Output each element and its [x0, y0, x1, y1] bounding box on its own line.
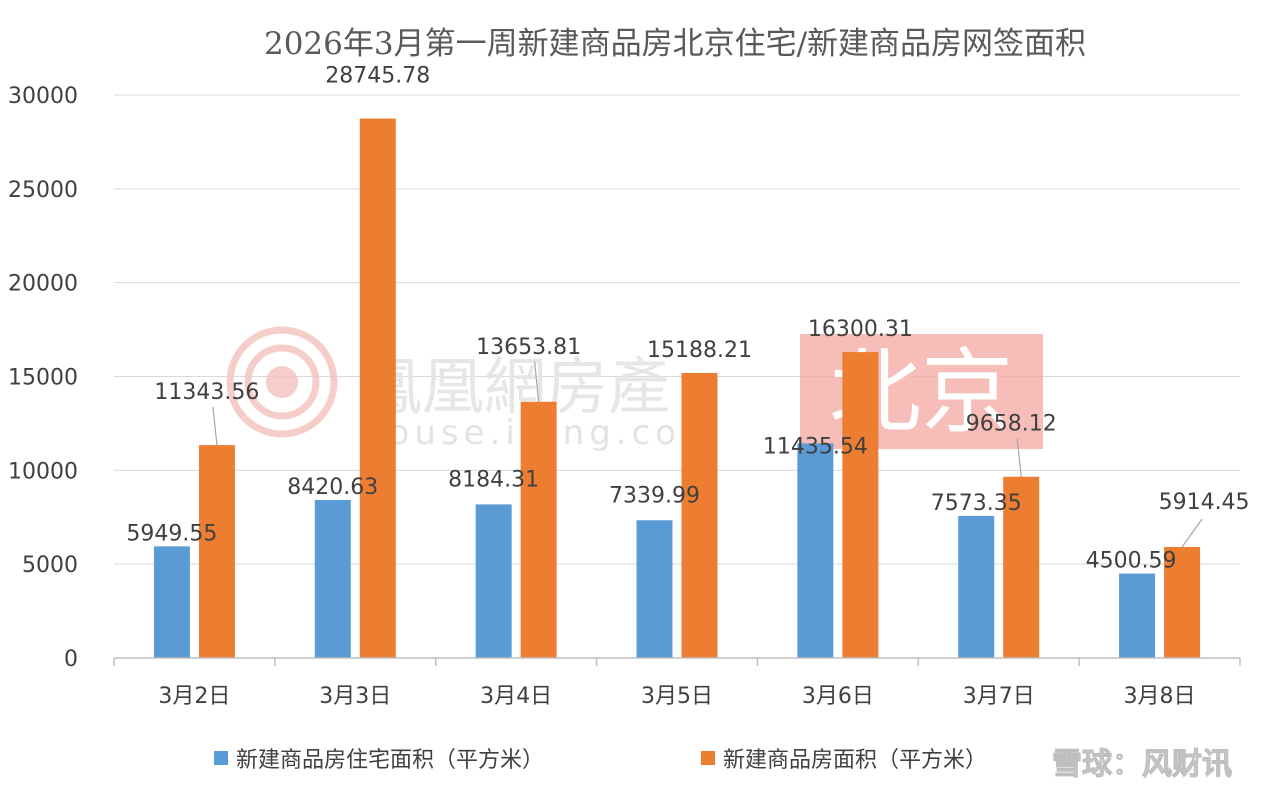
leader-line	[1181, 518, 1203, 548]
data-label-total-6: 5914.45	[1159, 490, 1250, 515]
data-label-total-0: 11343.56	[154, 380, 259, 405]
data-label-residential-0: 5949.55	[126, 521, 217, 546]
bar-total-0[interactable]	[198, 445, 235, 658]
chart-title: 2026年3月第一周新建商品房北京住宅/新建商品房网签面积	[264, 26, 1086, 62]
legend-item-total[interactable]: 新建商品房面积（平方米）	[701, 748, 987, 773]
data-label-total-2: 13653.81	[476, 335, 581, 360]
data-label-total-1: 28745.78	[325, 64, 430, 89]
y-tick-label: 30000	[8, 84, 78, 109]
bar-total-1[interactable]	[359, 118, 396, 658]
bar-total-2[interactable]	[520, 401, 557, 658]
legend[interactable]: 新建商品房住宅面积（平方米） 新建商品房面积（平方米）	[214, 748, 987, 773]
watermark-credit: 雪球：风财讯	[1052, 747, 1232, 782]
watermark-logo-core	[266, 366, 298, 398]
bar-residential-6[interactable]	[1119, 573, 1156, 658]
watermark-logo-ring	[226, 326, 338, 438]
bar-residential-4[interactable]	[797, 443, 834, 658]
axes: 0 5000 10000 15000 20000 25000 30000 3月2日 3月3日 3月…	[8, 84, 1241, 709]
x-tick-label: 3月2日	[158, 684, 230, 709]
data-label-total-4: 16300.31	[808, 317, 913, 342]
watermark-brand: 鳳凰網房產	[360, 350, 670, 423]
x-tick-label: 3月5日	[641, 684, 713, 709]
leader-line	[1016, 438, 1022, 477]
data-label-residential-4: 11435.54	[763, 434, 868, 459]
y-tick-label: 10000	[8, 459, 78, 484]
bars	[153, 118, 1201, 658]
y-tick-label: 25000	[8, 178, 78, 203]
x-tick-label: 3月8日	[1124, 684, 1196, 709]
leader-line	[534, 361, 540, 402]
gridlines	[114, 94, 1240, 565]
legend-label: 新建商品房面积（平方米）	[723, 748, 987, 773]
bar-residential-3[interactable]	[636, 520, 673, 658]
y-tick-label: 20000	[8, 272, 78, 297]
legend-swatch	[701, 751, 715, 765]
bar-residential-0[interactable]	[153, 546, 190, 658]
bar-residential-2[interactable]	[475, 504, 512, 658]
x-tick-label: 3月6日	[802, 684, 874, 709]
x-tick-label: 3月7日	[963, 684, 1035, 709]
data-label-total-3: 15188.21	[647, 338, 752, 363]
bar-total-5[interactable]	[1003, 476, 1040, 658]
bar-total-4[interactable]	[842, 352, 879, 658]
data-labels: 5949.55 8420.63 8184.31 7339.99 11435.54 7573…	[126, 64, 1249, 574]
legend-item-residential[interactable]: 新建商品房住宅面积（平方米）	[214, 748, 544, 773]
y-tick-label: 15000	[8, 366, 78, 391]
watermark-logo-ring	[244, 344, 320, 420]
data-label-residential-1: 8420.63	[287, 475, 378, 500]
leader-line	[212, 407, 218, 446]
data-label-total-5: 9658.12	[966, 412, 1057, 437]
watermark: 鳳凰網房產house.ifeng.com北京	[226, 326, 1043, 453]
bar-residential-5[interactable]	[958, 515, 995, 658]
x-tick-label: 3月4日	[480, 684, 552, 709]
data-label-residential-3: 7339.99	[609, 483, 700, 508]
legend-swatch	[214, 751, 228, 765]
bar-total-3[interactable]	[681, 372, 718, 658]
legend-label: 新建商品房住宅面积（平方米）	[236, 748, 544, 773]
y-tick-label: 0	[64, 647, 78, 672]
y-tick-label: 5000	[22, 553, 78, 578]
data-label-residential-5: 7573.35	[931, 491, 1022, 516]
bar-total-6[interactable]	[1164, 547, 1201, 658]
x-tick-label: 3月3日	[319, 684, 391, 709]
data-label-residential-2: 8184.31	[448, 467, 539, 492]
data-label-residential-6: 4500.59	[1086, 549, 1177, 574]
bar-residential-1[interactable]	[314, 499, 351, 658]
watermark-city-box	[800, 334, 1043, 449]
